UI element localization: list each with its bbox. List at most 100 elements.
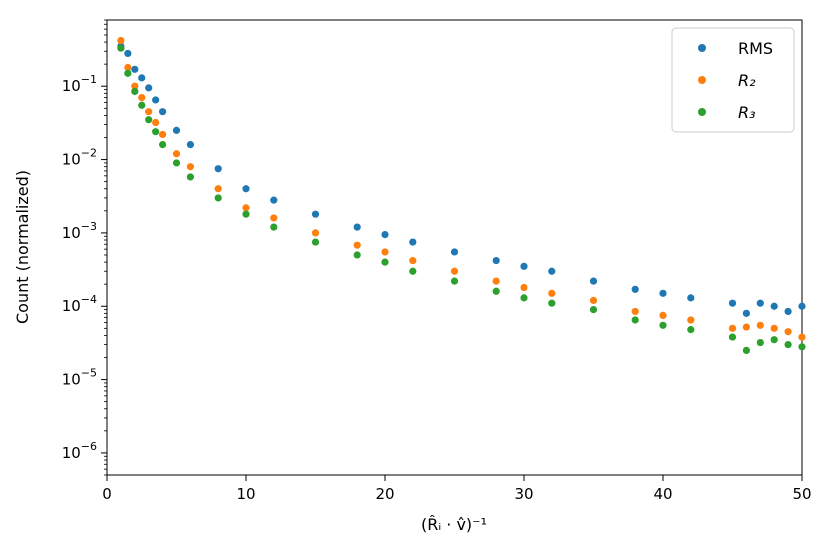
x-tick-label: 0 [102,485,112,503]
data-point [659,311,667,320]
data-point [798,302,806,310]
y-tick-label: 10−2 [62,147,97,169]
y-tick-label-base: 10 [62,224,81,242]
data-point [124,49,132,58]
y-tick-label: 10−4 [62,293,97,315]
data-point [381,258,389,266]
data-point [548,289,556,297]
data-points [117,36,806,355]
data-point [131,82,139,90]
data-point [381,248,389,256]
legend-marker-rms [698,44,706,52]
data-point [311,229,320,237]
data-point [131,87,139,96]
legend-item-rms: RMS [698,39,773,58]
y-tick-label-exponent: −6 [81,440,97,453]
data-point [152,118,160,127]
y-tick-label-exponent: −1 [81,73,97,86]
data-point [770,324,778,332]
y-tick-label-exponent: −2 [81,147,97,160]
y-tick-label: 10−6 [62,440,97,462]
legend-marker-r2 [698,76,706,84]
y-tick-label-base: 10 [62,371,81,389]
data-point [520,262,528,270]
data-point [353,223,361,231]
data-point [152,96,160,104]
data-point [450,277,459,285]
legend: RMS R₂ R₃ [671,27,795,133]
data-point [798,343,806,351]
data-point [117,44,125,52]
data-point [492,287,500,295]
data-point [742,323,751,331]
y-tick-label: 10−3 [62,220,97,242]
data-point [311,238,320,246]
legend-box [671,27,795,133]
series-1 [117,36,806,341]
data-point [492,256,500,265]
data-point [138,93,146,102]
data-point [159,130,167,139]
data-point [687,326,695,334]
data-point [242,185,250,193]
x-tick-label: 20 [375,485,394,503]
data-point [548,299,556,307]
x-tick-label: 10 [236,485,255,503]
data-point [159,140,167,149]
data-point [520,283,528,292]
data-point [172,150,181,158]
data-point [138,101,146,109]
data-point [186,140,194,149]
data-point [728,324,737,332]
data-point [450,267,459,275]
data-point [756,321,764,329]
data-point [152,128,160,136]
data-point [117,36,125,45]
data-point [631,307,639,316]
data-point [270,196,278,204]
data-point [589,296,598,305]
data-point [770,336,778,344]
y-tick-label: 10−5 [62,367,97,389]
data-point [548,267,556,275]
legend-label-rms: RMS [738,39,773,58]
data-point [172,126,181,134]
y-tick-label-base: 10 [62,444,81,462]
data-point [124,63,132,72]
data-point [520,294,528,302]
data-point [186,173,194,181]
y-axis: 10−610−510−410−310−210−1 [62,19,107,476]
data-point [659,289,667,297]
data-point [242,204,250,212]
y-tick-label: 10−1 [62,73,97,95]
y-tick-label-base: 10 [62,297,81,315]
y-tick-label-base: 10 [62,151,81,169]
series-2 [117,44,806,355]
y-axis-label: Count (normalized) [13,170,32,324]
legend-label-r3: R₃ [738,103,756,122]
data-point [124,69,132,77]
y-tick-label-base: 10 [62,77,81,95]
data-point [742,346,751,355]
data-point [270,223,278,231]
data-point [214,165,222,173]
data-point [381,230,389,239]
data-point [450,248,459,256]
data-point [145,116,153,124]
data-point [242,210,250,218]
data-point [138,74,146,82]
data-point [728,333,737,341]
data-point [784,307,792,316]
x-tick-label: 30 [514,485,533,503]
legend-label-r2: R₂ [738,71,756,90]
data-point [631,316,639,324]
data-point [186,163,194,171]
data-point [311,210,320,218]
data-point [172,159,181,167]
series-0 [117,42,806,317]
data-point [589,306,598,314]
x-axis: 0 10 20 30 40 50 [102,475,812,503]
data-point [756,299,764,307]
data-point [784,340,792,349]
data-point [728,299,737,307]
